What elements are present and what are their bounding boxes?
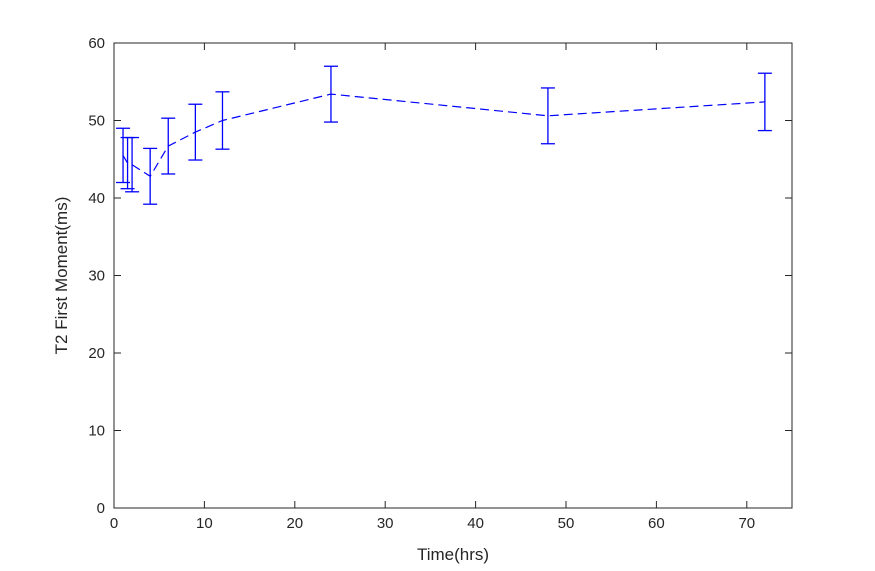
- axes-box: [113, 42, 793, 509]
- y-tick-label: 10: [88, 423, 105, 440]
- x-tick-label: 40: [467, 515, 484, 532]
- y-tick-label: 20: [88, 345, 105, 362]
- x-axis-label: Time(hrs): [417, 545, 489, 564]
- error-bar: [125, 136, 140, 193]
- x-tick-label: 50: [558, 515, 575, 532]
- x-tick-label: 60: [648, 515, 665, 532]
- x-tick-label: 10: [196, 515, 213, 532]
- error-bar: [215, 91, 230, 150]
- x-tick-label: 20: [286, 515, 303, 532]
- x-tick-label: 30: [377, 515, 394, 532]
- error-bar: [323, 65, 338, 123]
- x-tick-label: 70: [738, 515, 755, 532]
- y-tick-label: 30: [88, 268, 105, 285]
- y-tick-label: 50: [88, 113, 105, 130]
- series-line: [122, 93, 765, 178]
- error-bar: [540, 87, 555, 145]
- data-marks: [116, 65, 772, 205]
- error-bar: [757, 72, 772, 132]
- y-tick-label: 0: [97, 500, 105, 517]
- error-bar: [143, 147, 158, 205]
- error-bar: [161, 117, 176, 175]
- x-tick-label: 0: [110, 515, 118, 532]
- y-axis-label: T2 First Moment(ms): [52, 197, 71, 355]
- error-bar: [188, 103, 203, 161]
- y-tick-label: 40: [88, 190, 105, 207]
- plot-area: [114, 43, 792, 508]
- y-tick-label: 60: [88, 35, 105, 52]
- axis-ticks: 0 10 20 30 40 50 60 70 0 10 20 30 40 50 60: [88, 35, 792, 532]
